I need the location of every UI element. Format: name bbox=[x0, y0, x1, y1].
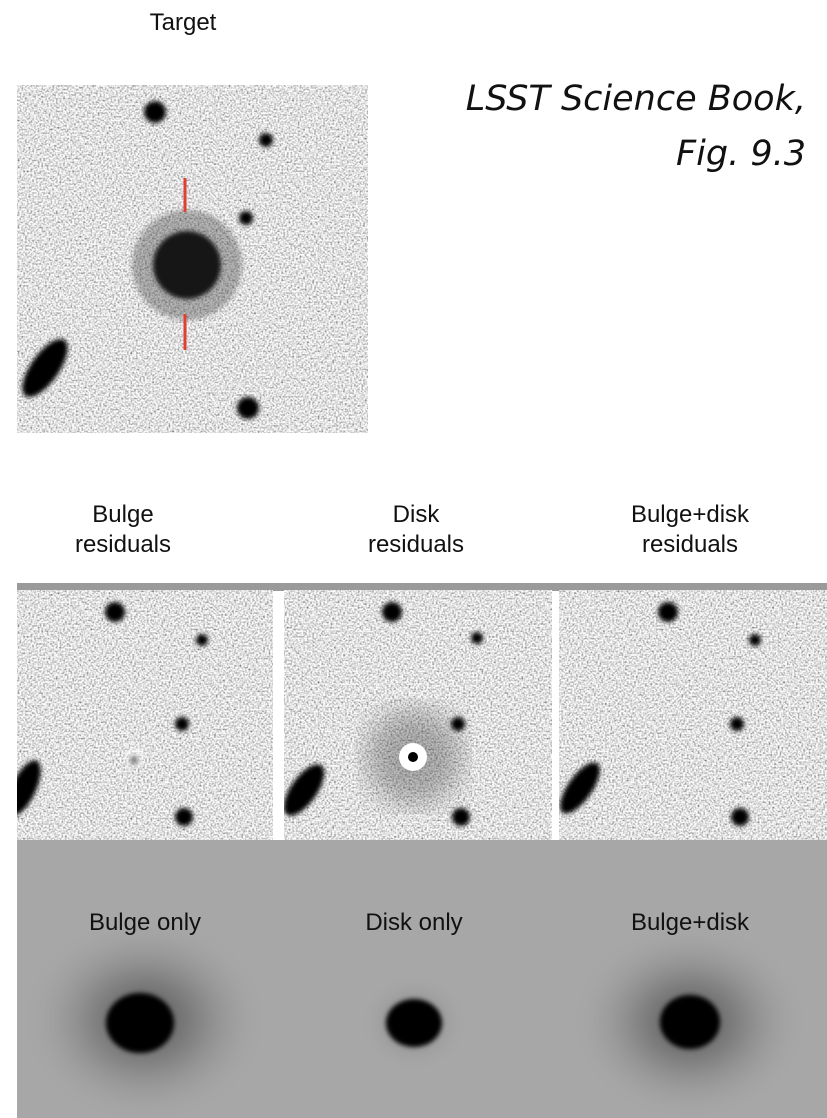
panel-label: Bulge only bbox=[89, 909, 201, 936]
separator bbox=[17, 583, 827, 591]
citation: LSST Science Book, bbox=[466, 79, 806, 119]
figure: Target LSST Science Book, Fig. 9.3 Bulge… bbox=[0, 0, 827, 1118]
disk-residuals bbox=[276, 590, 552, 840]
panel-label: Disk only bbox=[365, 909, 462, 936]
panel-label: residuals bbox=[642, 531, 738, 558]
panel-label: Bulge bbox=[92, 501, 153, 528]
bulge-residuals bbox=[0, 590, 273, 840]
panel-label: Bulge+disk bbox=[631, 501, 750, 528]
combined-core bbox=[660, 995, 720, 1049]
citation: Fig. 9.3 bbox=[676, 134, 806, 174]
panel-label: Disk bbox=[393, 501, 441, 528]
page: Target LSST Science Book, Fig. 9.3 Bulge… bbox=[0, 0, 827, 1118]
disk-core bbox=[386, 999, 442, 1047]
target-label: Target bbox=[150, 9, 217, 36]
panel-label: Bulge+disk bbox=[631, 909, 750, 936]
bulge-disk-residuals bbox=[553, 590, 827, 840]
panel-label: residuals bbox=[75, 531, 171, 558]
bulge-core bbox=[106, 993, 174, 1053]
panel-label: residuals bbox=[368, 531, 464, 558]
